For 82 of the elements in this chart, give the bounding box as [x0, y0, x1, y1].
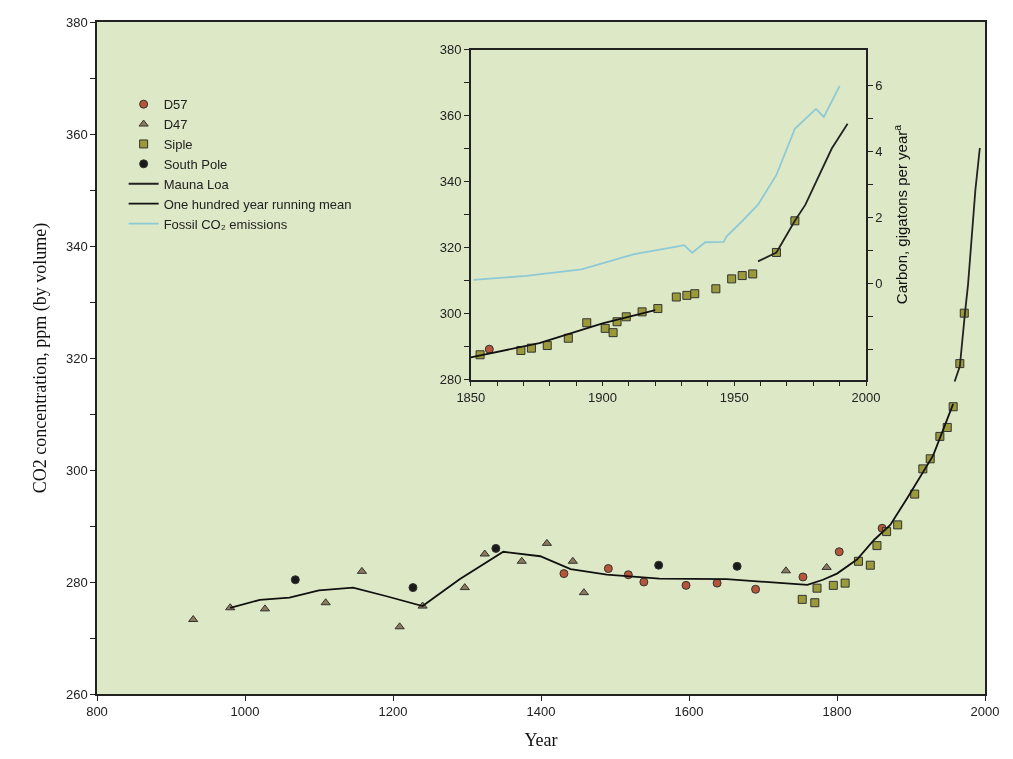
y-tick-label: 380: [439, 42, 462, 58]
point: [320, 598, 331, 606]
x-tick-label: 800: [86, 704, 108, 720]
point: [797, 594, 807, 604]
x-tick-label: 2000: [851, 389, 881, 405]
point: [865, 560, 875, 570]
point: [748, 269, 758, 279]
line-series: [472, 84, 841, 281]
point: [290, 575, 300, 585]
point: [690, 289, 700, 299]
point: [567, 556, 578, 564]
point: [727, 274, 737, 284]
legend-label: South Pole: [163, 156, 228, 172]
point: [408, 583, 418, 593]
y-tick-label: 260: [65, 686, 88, 702]
x-tick-label: 2000: [970, 704, 1000, 720]
y2-tick-label: 6: [875, 78, 883, 94]
point: [821, 562, 832, 570]
x-axis-title: Year: [524, 729, 558, 750]
point: [834, 547, 844, 557]
y-tick-label: 360: [439, 108, 462, 124]
y2-tick-label: 0: [875, 276, 883, 292]
x-tick-label: 1900: [588, 389, 618, 405]
point: [516, 556, 527, 564]
line-series: [757, 122, 849, 263]
y-tick-label: 380: [65, 14, 88, 30]
y2-tick-label: 4: [875, 144, 883, 160]
x-tick-label: 1400: [526, 704, 556, 720]
point: [751, 584, 761, 594]
point: [639, 577, 649, 587]
legend-label: Mauna Loa: [163, 176, 230, 192]
point: [484, 344, 494, 354]
point: [732, 561, 742, 571]
x-tick-label: 1950: [719, 389, 749, 405]
point: [394, 622, 405, 630]
y-tick-label: 300: [65, 462, 88, 478]
point: [712, 578, 722, 588]
point: [893, 520, 903, 530]
point: [828, 580, 838, 590]
point: [671, 292, 681, 302]
y-tick-label: 300: [439, 306, 462, 322]
point: [459, 583, 470, 591]
x-tick-label: 1200: [378, 704, 408, 720]
point: [559, 569, 569, 579]
y-tick-label: 360: [65, 126, 88, 142]
legend-label: D47: [163, 117, 188, 133]
y-axis-title: CO2 concentration, ppm (by volume): [29, 222, 51, 494]
legend-label: One hundred year running mean: [163, 196, 352, 212]
point: [582, 318, 592, 328]
legend-label: Siple: [163, 137, 193, 153]
point: [682, 290, 692, 300]
y-tick-label: 320: [65, 350, 88, 366]
x-tick-label: 1850: [456, 389, 486, 405]
point: [810, 598, 820, 608]
point: [711, 284, 721, 294]
y-tick-label: 340: [65, 238, 88, 254]
y-tick-label: 340: [439, 174, 462, 190]
point: [479, 549, 490, 557]
point: [737, 271, 747, 281]
y-tick-label: 280: [439, 372, 462, 388]
point: [872, 541, 882, 551]
point: [491, 543, 501, 553]
point: [653, 304, 663, 314]
x-tick-label: 1600: [674, 704, 704, 720]
point: [840, 578, 850, 588]
point: [188, 615, 199, 623]
point: [603, 564, 613, 574]
point: [910, 489, 920, 499]
y-tick-label: 320: [439, 240, 462, 256]
legend-label: Fossil CO₂ emissions: [163, 216, 288, 232]
point: [542, 341, 552, 351]
point: [798, 572, 808, 582]
x-tick-label: 1000: [230, 704, 260, 720]
y2-tick-label: 2: [875, 210, 883, 226]
legend-label: D57: [163, 97, 188, 113]
point: [812, 583, 822, 593]
y-tick-label: 280: [65, 574, 88, 590]
point: [608, 328, 618, 338]
point: [654, 560, 664, 570]
x-tick-label: 1800: [822, 704, 852, 720]
point: [681, 580, 691, 590]
line-series: [953, 147, 981, 383]
